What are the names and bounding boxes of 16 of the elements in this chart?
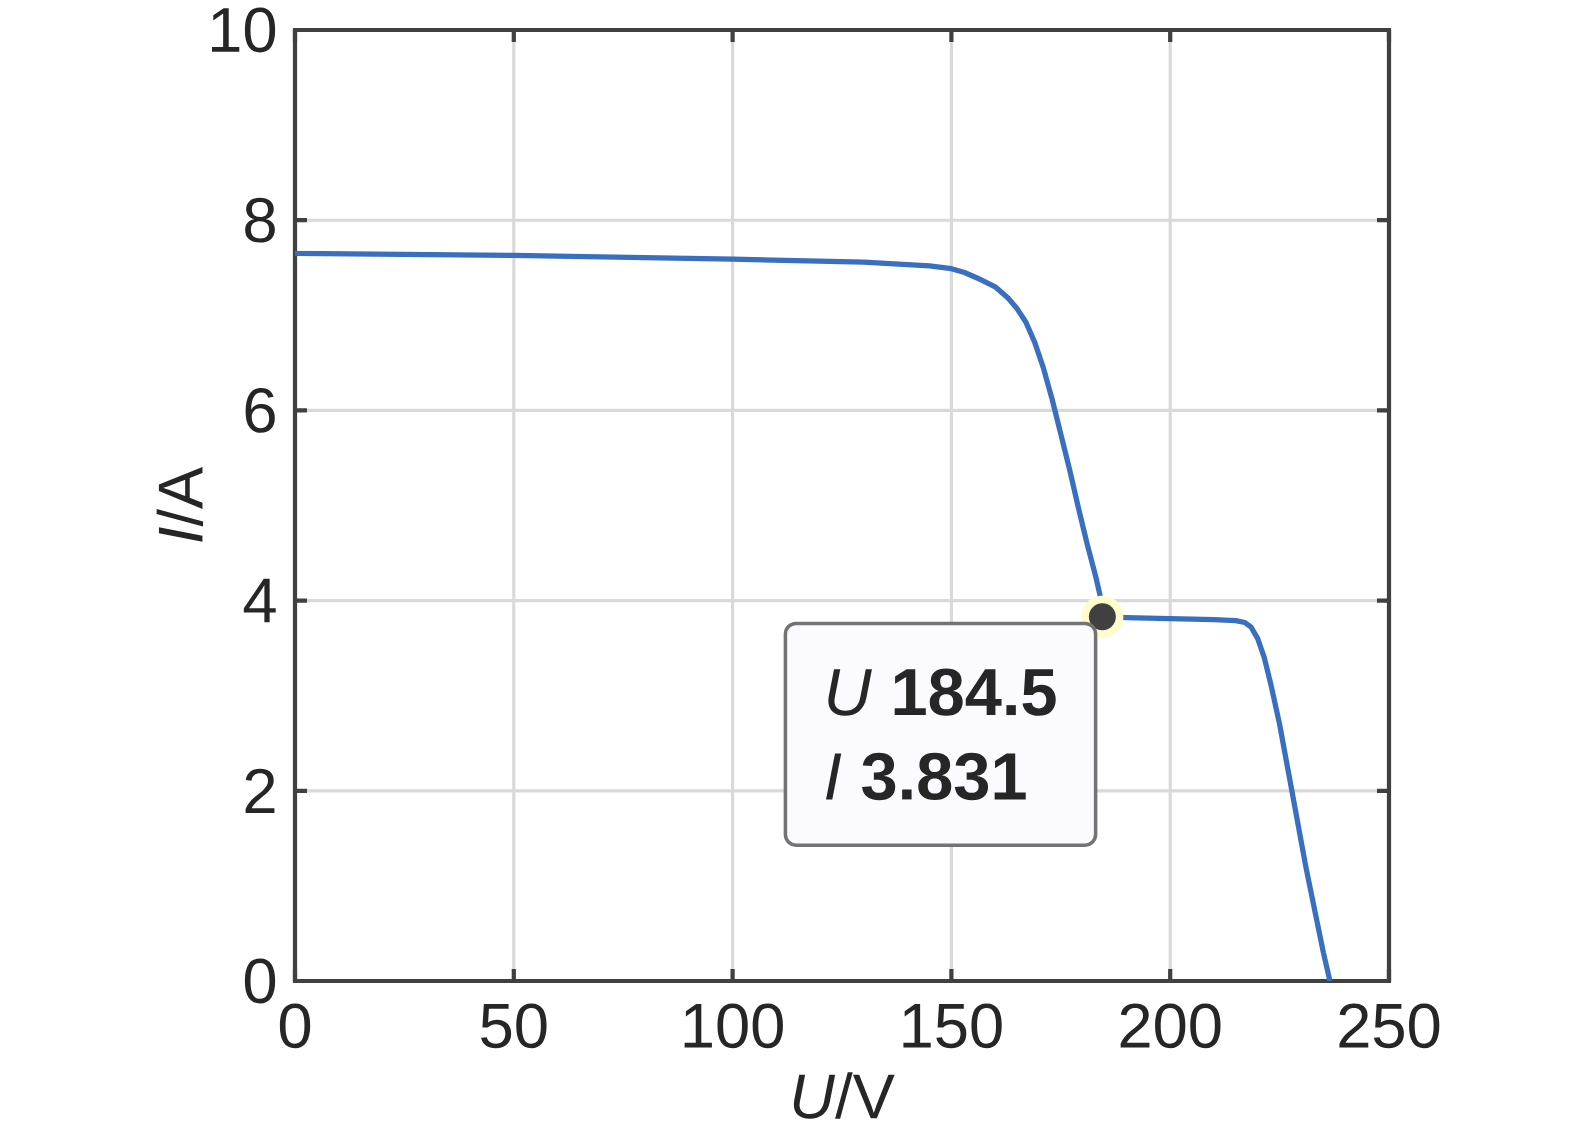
y-tick-label: 4 (243, 578, 276, 623)
y-tick-label: 8 (245, 197, 275, 243)
y-tick-label: 10 (212, 7, 276, 53)
x-tick-label: 250 (1339, 1003, 1440, 1049)
x-tick-label: 0 (279, 1003, 311, 1049)
annotation: I 3.831 (826, 752, 1026, 801)
x-axis-title: U/V (793, 1072, 895, 1119)
annotation: U 184.5 (828, 668, 1056, 716)
x-tick-label: 50 (481, 1003, 547, 1049)
y-tick-label: 6 (245, 387, 275, 433)
y-tick-label: 0 (244, 958, 276, 1004)
y-axis-title: I/A (156, 466, 204, 542)
x-tick-label: 200 (1120, 1003, 1221, 1049)
x-tick-label: 150 (903, 1003, 1002, 1049)
x-tick-label: 100 (684, 1003, 783, 1049)
y-tick-label: 2 (245, 768, 275, 813)
